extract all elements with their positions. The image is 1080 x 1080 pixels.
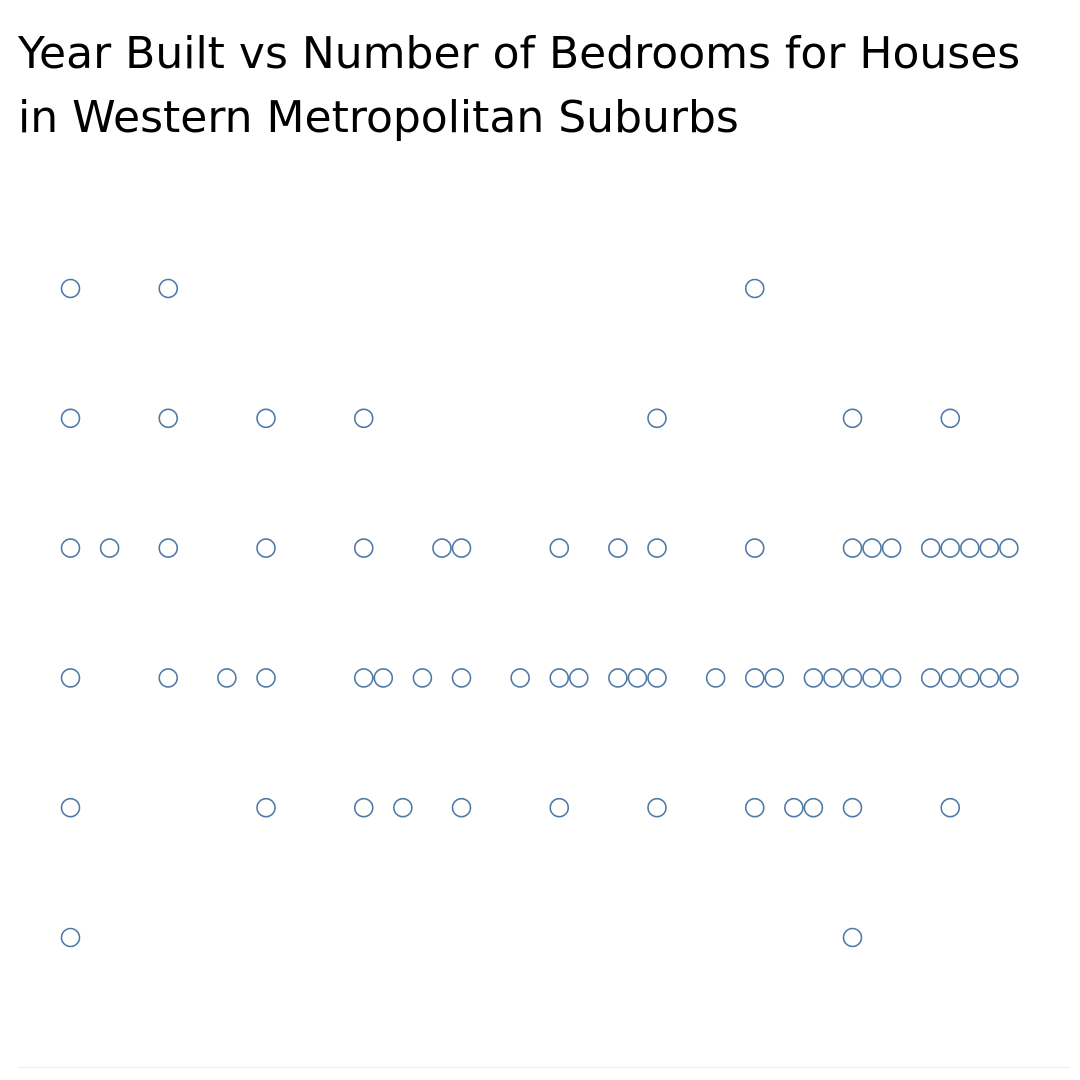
data-point bbox=[158, 538, 179, 558]
data-point bbox=[881, 668, 902, 688]
data-point bbox=[764, 668, 785, 688]
data-point bbox=[959, 538, 980, 558]
data-point bbox=[549, 538, 570, 558]
data-point bbox=[60, 278, 81, 299]
data-point bbox=[999, 668, 1019, 688]
data-point bbox=[842, 668, 863, 688]
data-point bbox=[451, 797, 472, 818]
data-point bbox=[353, 797, 374, 818]
data-point bbox=[940, 538, 961, 558]
data-point bbox=[744, 668, 765, 688]
data-point bbox=[803, 668, 824, 688]
data-point bbox=[744, 538, 765, 558]
data-point bbox=[940, 408, 961, 429]
data-point bbox=[823, 668, 843, 688]
data-point bbox=[959, 668, 980, 688]
data-point bbox=[784, 797, 804, 818]
point-row-6 bbox=[60, 927, 863, 948]
point-row-1 bbox=[60, 278, 765, 299]
data-point bbox=[549, 668, 570, 688]
data-point bbox=[256, 668, 276, 688]
data-point bbox=[940, 668, 961, 688]
data-point bbox=[647, 408, 667, 429]
data-point bbox=[842, 797, 863, 818]
data-point bbox=[256, 408, 276, 429]
data-point bbox=[353, 408, 374, 429]
data-point bbox=[920, 668, 941, 688]
data-point bbox=[353, 668, 374, 688]
data-point bbox=[158, 668, 179, 688]
data-point bbox=[60, 797, 81, 818]
data-point bbox=[256, 538, 276, 558]
data-point bbox=[99, 538, 120, 558]
data-point bbox=[744, 797, 765, 818]
data-point bbox=[842, 408, 863, 429]
data-point bbox=[881, 538, 902, 558]
data-point bbox=[803, 797, 824, 818]
data-point bbox=[256, 797, 276, 818]
data-point bbox=[940, 797, 961, 818]
chart-title: Year Built vs Number of Bedrooms for Hou… bbox=[18, 28, 1021, 143]
data-point bbox=[627, 668, 648, 688]
data-point bbox=[647, 538, 667, 558]
data-point bbox=[999, 538, 1019, 558]
data-point bbox=[608, 668, 628, 688]
data-point bbox=[920, 538, 941, 558]
data-point bbox=[60, 668, 81, 688]
data-point bbox=[744, 278, 765, 299]
data-point bbox=[510, 668, 530, 688]
data-point bbox=[432, 538, 452, 558]
data-point bbox=[451, 668, 472, 688]
data-point bbox=[842, 538, 863, 558]
data-point bbox=[568, 668, 589, 688]
point-row-4 bbox=[60, 668, 1019, 688]
data-point bbox=[549, 797, 570, 818]
data-point bbox=[217, 668, 237, 688]
data-point bbox=[647, 668, 667, 688]
data-point bbox=[647, 797, 667, 818]
data-point bbox=[393, 797, 413, 818]
data-point bbox=[158, 408, 179, 429]
data-point bbox=[979, 668, 1000, 688]
data-point bbox=[60, 408, 81, 429]
data-point bbox=[862, 538, 882, 558]
data-point bbox=[451, 538, 472, 558]
data-point bbox=[373, 668, 394, 688]
data-point bbox=[353, 538, 374, 558]
data-point bbox=[158, 278, 179, 299]
data-point bbox=[842, 927, 863, 948]
data-point bbox=[60, 927, 81, 948]
point-row-5 bbox=[60, 797, 961, 818]
point-row-3 bbox=[60, 538, 1019, 558]
data-point bbox=[979, 538, 1000, 558]
data-point bbox=[608, 538, 628, 558]
data-point bbox=[705, 668, 726, 688]
plot-bottom-border bbox=[18, 1067, 1070, 1068]
point-row-2 bbox=[60, 408, 961, 429]
data-point bbox=[862, 668, 882, 688]
data-point bbox=[412, 668, 433, 688]
data-point bbox=[60, 538, 81, 558]
